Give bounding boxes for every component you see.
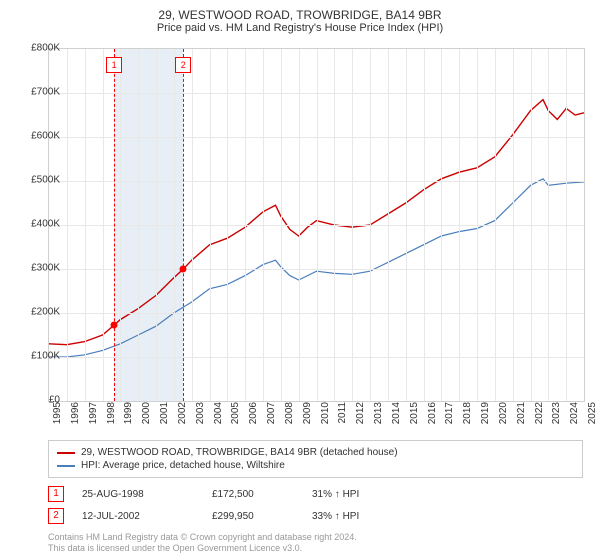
x-tick-label: 1999 <box>123 402 134 424</box>
gridline-v <box>477 49 478 401</box>
gridline-v <box>103 49 104 401</box>
chart-subtitle: Price paid vs. HM Land Registry's House … <box>0 22 600 38</box>
gridline-v <box>263 49 264 401</box>
legend-item: 29, WESTWOOD ROAD, TROWBRIDGE, BA14 9BR … <box>57 446 574 459</box>
legend-label: 29, WESTWOOD ROAD, TROWBRIDGE, BA14 9BR … <box>81 447 398 458</box>
footer-line2: This data is licensed under the Open Gov… <box>48 543 357 554</box>
gridline-v <box>281 49 282 401</box>
gridline-v <box>317 49 318 401</box>
y-tick-label: £600K <box>15 131 60 142</box>
x-tick-label: 2001 <box>159 402 170 424</box>
gridline-v <box>548 49 549 401</box>
x-tick-label: 2016 <box>427 402 438 424</box>
gridline-v <box>138 49 139 401</box>
x-tick-label: 2025 <box>587 402 598 424</box>
chart-plot-area: 12 <box>48 48 585 402</box>
x-tick-label: 2000 <box>141 402 152 424</box>
gridline-v <box>156 49 157 401</box>
x-tick-label: 2014 <box>391 402 402 424</box>
x-tick-label: 2020 <box>498 402 509 424</box>
legend-label: HPI: Average price, detached house, Wilt… <box>81 460 285 471</box>
chart-container: 29, WESTWOOD ROAD, TROWBRIDGE, BA14 9BR … <box>0 0 600 560</box>
x-tick-label: 1997 <box>88 402 99 424</box>
y-tick-label: £100K <box>15 351 60 362</box>
gridline-v <box>441 49 442 401</box>
marker-line <box>114 49 115 401</box>
y-tick-label: £400K <box>15 219 60 230</box>
chart-title: 29, WESTWOOD ROAD, TROWBRIDGE, BA14 9BR <box>0 0 600 22</box>
legend-swatch <box>57 452 75 454</box>
x-tick-label: 1995 <box>52 402 63 424</box>
legend-box: 29, WESTWOOD ROAD, TROWBRIDGE, BA14 9BR … <box>48 440 583 478</box>
x-tick-label: 2017 <box>444 402 455 424</box>
x-tick-label: 2002 <box>177 402 188 424</box>
y-tick-label: £800K <box>15 43 60 54</box>
gridline-v <box>227 49 228 401</box>
x-tick-label: 2013 <box>373 402 384 424</box>
gridline-v <box>531 49 532 401</box>
sale-hpi: 33% ↑ HPI <box>312 511 359 522</box>
marker-number-box: 1 <box>106 57 122 73</box>
x-tick-label: 2022 <box>534 402 545 424</box>
marker-dot <box>111 322 118 329</box>
gridline-v <box>192 49 193 401</box>
marker-line <box>183 49 184 401</box>
gridline-v <box>566 49 567 401</box>
x-tick-label: 2023 <box>551 402 562 424</box>
gridline-v <box>370 49 371 401</box>
x-tick-label: 1996 <box>70 402 81 424</box>
sale-marker-num: 1 <box>48 486 64 502</box>
x-tick-label: 2007 <box>266 402 277 424</box>
gridline-v <box>299 49 300 401</box>
sale-hpi: 31% ↑ HPI <box>312 489 359 500</box>
legend-item: HPI: Average price, detached house, Wilt… <box>57 459 574 472</box>
x-tick-label: 2021 <box>516 402 527 424</box>
gridline-v <box>120 49 121 401</box>
x-tick-label: 1998 <box>106 402 117 424</box>
y-tick-label: £300K <box>15 263 60 274</box>
x-tick-label: 2004 <box>213 402 224 424</box>
x-tick-label: 2015 <box>409 402 420 424</box>
gridline-v <box>513 49 514 401</box>
gridline-v <box>210 49 211 401</box>
gridline-v <box>67 49 68 401</box>
marker-number-box: 2 <box>175 57 191 73</box>
x-tick-label: 2012 <box>355 402 366 424</box>
x-tick-label: 2009 <box>302 402 313 424</box>
legend-swatch <box>57 465 75 467</box>
gridline-v <box>388 49 389 401</box>
y-tick-label: £500K <box>15 175 60 186</box>
x-tick-label: 2018 <box>462 402 473 424</box>
gridline-v <box>406 49 407 401</box>
sale-date: 12-JUL-2002 <box>82 511 212 522</box>
gridline-v <box>334 49 335 401</box>
sale-date: 25-AUG-1998 <box>82 489 212 500</box>
y-tick-label: £700K <box>15 87 60 98</box>
sale-price: £299,950 <box>212 511 312 522</box>
x-tick-label: 2008 <box>284 402 295 424</box>
footer-text: Contains HM Land Registry data © Crown c… <box>48 532 357 555</box>
footer-line1: Contains HM Land Registry data © Crown c… <box>48 532 357 543</box>
gridline-v <box>495 49 496 401</box>
x-tick-label: 2019 <box>480 402 491 424</box>
gridline-v <box>245 49 246 401</box>
x-tick-label: 2005 <box>230 402 241 424</box>
y-tick-label: £200K <box>15 307 60 318</box>
gridline-v <box>459 49 460 401</box>
x-tick-label: 2011 <box>337 402 348 424</box>
sale-row: 2 12-JUL-2002 £299,950 33% ↑ HPI <box>48 508 583 524</box>
gridline-v <box>85 49 86 401</box>
x-tick-label: 2003 <box>195 402 206 424</box>
x-tick-label: 2010 <box>320 402 331 424</box>
sale-row: 1 25-AUG-1998 £172,500 31% ↑ HPI <box>48 486 583 502</box>
gridline-v <box>174 49 175 401</box>
sale-marker-num: 2 <box>48 508 64 524</box>
sale-price: £172,500 <box>212 489 312 500</box>
gridline-v <box>352 49 353 401</box>
x-tick-label: 2006 <box>248 402 259 424</box>
x-tick-label: 2024 <box>569 402 580 424</box>
gridline-v <box>424 49 425 401</box>
marker-dot <box>180 266 187 273</box>
